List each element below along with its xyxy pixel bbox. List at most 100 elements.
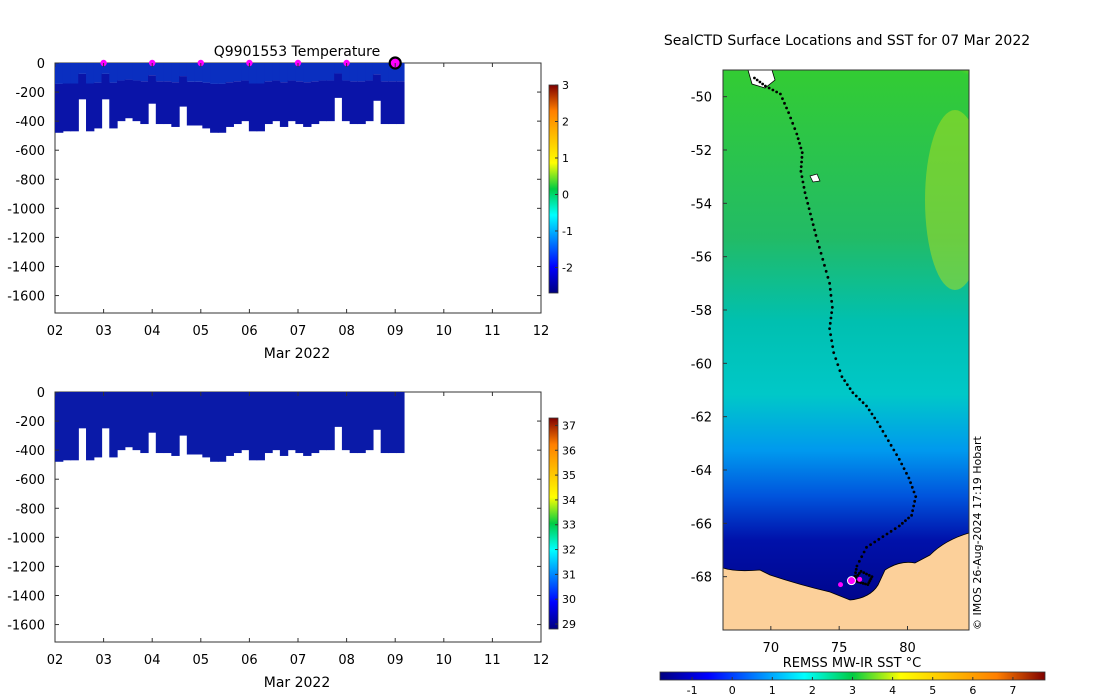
temperature-profile-column <box>256 83 265 132</box>
current-position <box>846 576 856 586</box>
temperature-profile-column <box>155 81 165 125</box>
temperature-profile-column <box>86 83 95 132</box>
track-point <box>787 111 790 115</box>
track-point <box>857 559 861 563</box>
track-point <box>912 504 916 508</box>
track-point <box>798 141 801 145</box>
track-point <box>881 429 885 433</box>
track-point <box>831 345 835 349</box>
temperature-profile-top <box>372 63 382 75</box>
x-tick-label: 08 <box>338 324 355 339</box>
temperature-profile-column <box>210 83 219 133</box>
track-point <box>796 137 800 141</box>
track-point <box>800 151 804 155</box>
temperature-profile-top <box>341 63 351 81</box>
x-tick-label: 02 <box>47 653 64 668</box>
y-tick-label: -200 <box>15 86 45 101</box>
salinity-profile-column <box>357 392 366 454</box>
temperature-profile-top <box>264 63 273 82</box>
track-point <box>870 412 874 416</box>
track-point <box>753 76 756 80</box>
salinity-profile-column <box>248 392 258 461</box>
temperature-profile-column <box>225 82 234 127</box>
track-point <box>785 106 788 110</box>
track-point <box>800 175 804 179</box>
track-point <box>895 453 898 457</box>
temperature-profile-column <box>341 80 351 122</box>
salinity-profile-column <box>93 392 103 458</box>
salinity-profile-column <box>380 392 390 454</box>
track-point <box>813 228 816 232</box>
track-point <box>775 90 779 94</box>
temperature-profile-column <box>388 81 397 125</box>
antarctic-land <box>723 532 969 630</box>
surface-position <box>857 576 863 582</box>
temperature-profile-column <box>70 83 79 132</box>
track-point <box>904 519 907 523</box>
track-point <box>892 448 896 452</box>
temperature-profile-top <box>279 63 289 83</box>
track-point <box>858 397 862 401</box>
lat-tick-label: -62 <box>691 411 712 426</box>
track-point <box>856 573 860 577</box>
track-point <box>840 375 844 379</box>
temperature-profile-column <box>357 81 366 125</box>
temperature-colorbar <box>548 84 559 294</box>
lat-tick-label: -66 <box>691 517 712 532</box>
salinity-profile-column <box>155 392 165 454</box>
temperature-profile-top <box>70 63 79 84</box>
temperature-profile-top <box>248 63 258 84</box>
lat-tick-label: -60 <box>691 357 712 372</box>
track-point <box>873 540 877 544</box>
salinity-profile-column <box>132 392 141 451</box>
salinity-profile-column <box>233 392 242 454</box>
lat-tick-label: -64 <box>691 464 712 479</box>
track-point <box>819 251 823 255</box>
lat-tick-label: -54 <box>691 197 712 212</box>
x-tick-label: 04 <box>144 653 161 668</box>
temperature-profile-column <box>55 83 64 133</box>
temperature-profile-column <box>148 75 157 104</box>
temperature-profile-column <box>279 82 289 127</box>
track-point <box>829 293 833 297</box>
x-tick-label: 05 <box>193 324 210 339</box>
salinity-profile-column <box>326 392 335 451</box>
colorbar-tick-label: 29 <box>562 618 576 631</box>
y-tick-label: -1000 <box>7 202 45 217</box>
track-point <box>866 583 870 587</box>
track-point <box>910 485 914 489</box>
track-point <box>855 564 859 568</box>
temperature-profile-top <box>396 63 405 82</box>
temperature-profile-column <box>101 73 110 100</box>
salinity-profile-column <box>140 392 149 454</box>
temperature-profile-top <box>171 63 180 83</box>
colorbar-tick-label: 37 <box>562 419 576 432</box>
colorbar-tick-label: 34 <box>562 494 576 507</box>
x-tick-label: 11 <box>484 324 501 339</box>
temperature-profile-top <box>109 63 118 83</box>
track-point <box>854 567 858 571</box>
salinity-profile-column <box>349 392 359 454</box>
x-tick-label: 02 <box>47 324 64 339</box>
temperature-title: Q9901553 Temperature <box>214 44 381 60</box>
track-point <box>897 524 901 528</box>
track-point <box>800 160 803 164</box>
salinity-profile-column <box>55 392 64 462</box>
y-tick-label: -1400 <box>7 260 45 275</box>
track-point <box>763 84 767 88</box>
x-tick-label: 04 <box>144 324 161 339</box>
temperature-profile-column <box>62 83 72 132</box>
temperature-profile-column <box>132 80 141 122</box>
temperature-profile-top <box>179 63 188 77</box>
colorbar-tick-label: 30 <box>562 593 576 606</box>
track-point <box>781 97 784 101</box>
temperature-profile-column <box>78 73 87 100</box>
colorbar-tick-label: 2 <box>562 115 569 128</box>
temperature-profile-column <box>396 81 405 125</box>
track-point <box>909 481 912 485</box>
track-point <box>804 196 808 200</box>
track-point <box>779 92 782 96</box>
track-point <box>851 391 855 395</box>
temperature-profile-top <box>93 63 103 83</box>
temperature-profile-top <box>318 63 328 81</box>
